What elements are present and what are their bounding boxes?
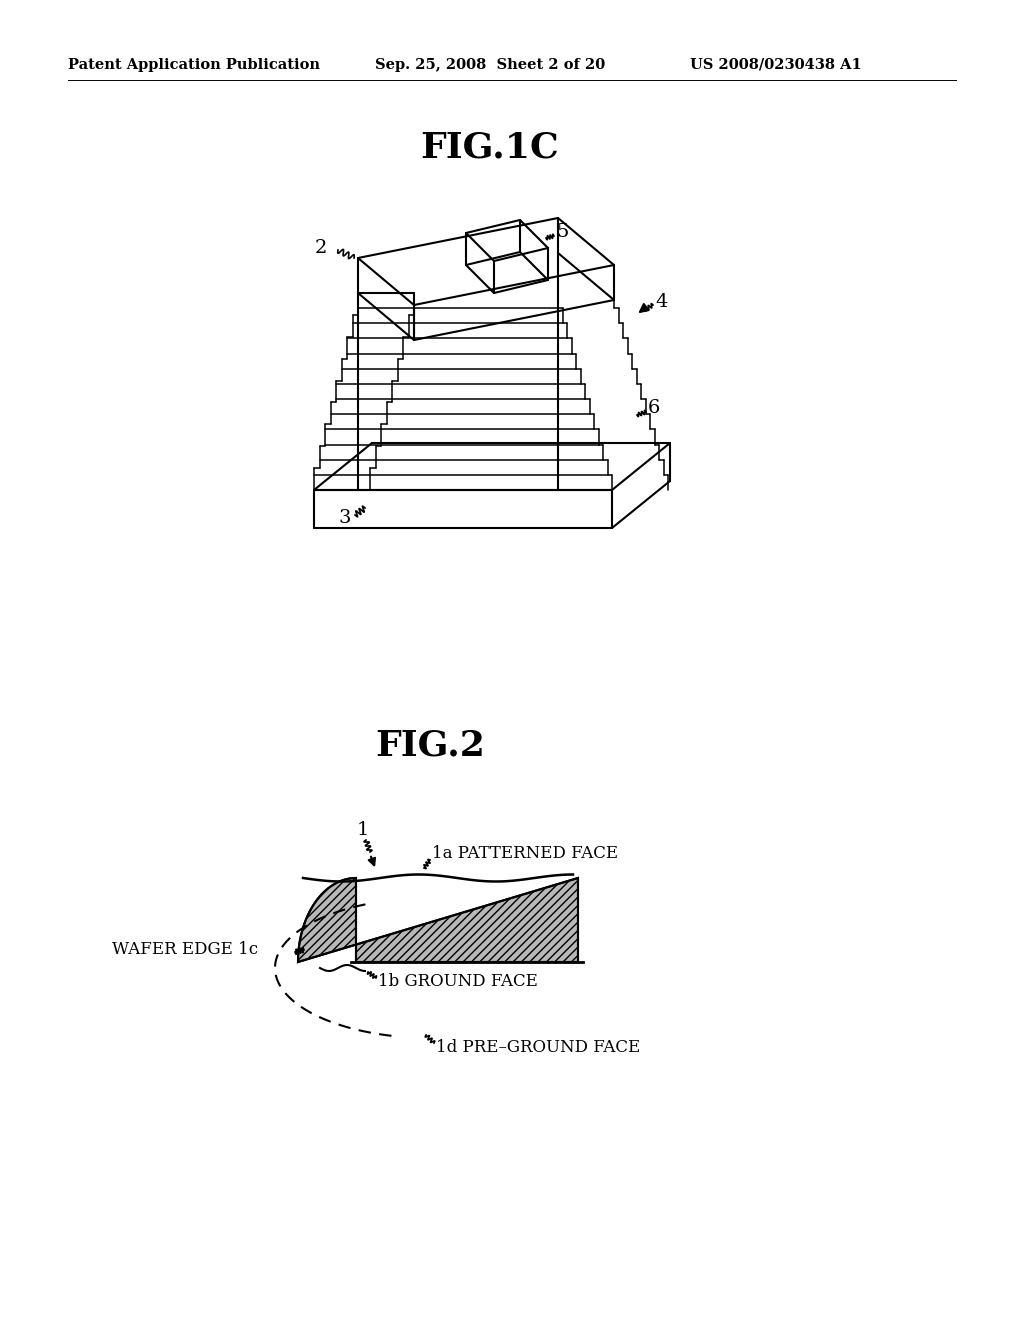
Text: 1d PRE–GROUND FACE: 1d PRE–GROUND FACE [436, 1039, 640, 1056]
Text: 3: 3 [338, 510, 350, 527]
Text: 1b GROUND FACE: 1b GROUND FACE [378, 974, 538, 990]
Text: FIG.1C: FIG.1C [421, 131, 559, 165]
Text: FIG.2: FIG.2 [375, 729, 485, 762]
Text: 6: 6 [648, 399, 660, 417]
Text: Patent Application Publication: Patent Application Publication [68, 58, 319, 73]
Text: 1: 1 [357, 821, 370, 840]
Text: 2: 2 [315, 239, 328, 257]
Text: WAFER EDGE 1c: WAFER EDGE 1c [112, 941, 258, 958]
Text: 5: 5 [556, 223, 568, 242]
Text: 4: 4 [655, 293, 668, 312]
Text: Sep. 25, 2008  Sheet 2 of 20: Sep. 25, 2008 Sheet 2 of 20 [375, 58, 605, 73]
Polygon shape [298, 878, 578, 962]
Text: US 2008/0230438 A1: US 2008/0230438 A1 [690, 58, 862, 73]
Text: 1a PATTERNED FACE: 1a PATTERNED FACE [432, 846, 618, 862]
